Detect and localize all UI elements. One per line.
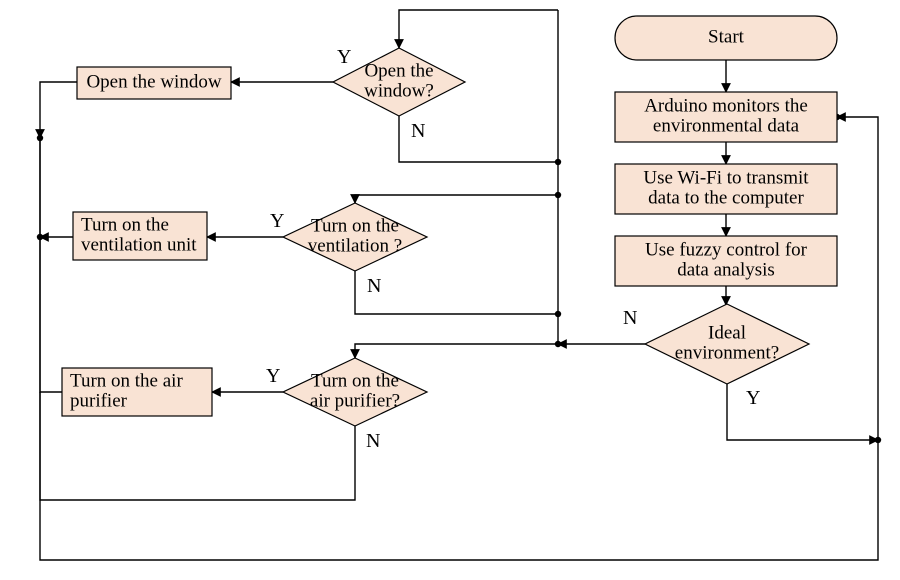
svg-text:Turn on the: Turn on the — [81, 214, 169, 235]
edge-ventq-N — [355, 271, 558, 314]
edge-bus-to-ventq — [355, 195, 558, 203]
label-pur_N: N — [366, 430, 380, 452]
node-ventilation_q: Turn on theventilation ? — [283, 203, 427, 271]
edge-bus-to-openq — [399, 10, 558, 48]
node-open_window: Open the window — [77, 67, 231, 99]
label-open_N: N — [411, 120, 425, 142]
label-vent_Y: Y — [270, 210, 284, 232]
svg-text:Turn on the: Turn on the — [311, 215, 399, 236]
label-ideal_N: N — [623, 307, 637, 329]
label-pur_Y: Y — [266, 365, 280, 387]
label-ideal_Y: Y — [746, 387, 760, 409]
flowchart: Start Arduino monitors theenvironmental d… — [0, 0, 900, 580]
svg-text:environment?: environment? — [675, 342, 779, 363]
svg-text:Use Wi-Fi to transmit: Use Wi-Fi to transmit — [643, 167, 809, 188]
svg-text:environmental data: environmental data — [653, 115, 800, 136]
svg-text:window?: window? — [364, 80, 434, 101]
edge-pur-return — [40, 138, 62, 392]
edge-openwin-return — [40, 82, 77, 138]
node-ventilation: Turn on theventilation unit — [73, 212, 207, 260]
svg-text:data analysis: data analysis — [677, 259, 775, 280]
svg-text:ventilation ?: ventilation ? — [308, 235, 402, 256]
svg-text:purifier: purifier — [70, 390, 128, 411]
node-purifier: Turn on the airpurifier — [62, 368, 212, 416]
node-start: Start — [615, 16, 837, 60]
node-ideal: Idealenvironment? — [645, 304, 809, 384]
svg-text:Turn on the: Turn on the — [311, 370, 399, 391]
svg-text:Open the: Open the — [364, 60, 433, 81]
label-open_Y: Y — [337, 46, 351, 68]
svg-text:Ideal: Ideal — [708, 322, 746, 343]
svg-text:Use fuzzy control for: Use fuzzy control for — [645, 239, 808, 260]
svg-text:Turn on the air: Turn on the air — [70, 370, 183, 391]
svg-text:air purifier?: air purifier? — [310, 390, 400, 411]
svg-text:ventilation unit: ventilation unit — [81, 234, 197, 255]
svg-text:data to the computer: data to the computer — [648, 187, 804, 208]
node-fuzzy: Use fuzzy control fordata analysis — [615, 236, 837, 286]
node-wifi: Use Wi-Fi to transmitdata to the compute… — [615, 164, 837, 214]
svg-text:Start: Start — [708, 26, 745, 47]
svg-text:Open the window: Open the window — [86, 71, 221, 92]
edge-bus-to-purq — [355, 344, 558, 358]
node-purifier_q: Turn on theair purifier? — [283, 358, 427, 426]
label-vent_N: N — [367, 275, 381, 297]
node-arduino: Arduino monitors theenvironmental data — [615, 92, 837, 142]
node-open_window_q: Open thewindow? — [333, 48, 465, 116]
svg-text:Arduino monitors the: Arduino monitors the — [644, 95, 808, 116]
